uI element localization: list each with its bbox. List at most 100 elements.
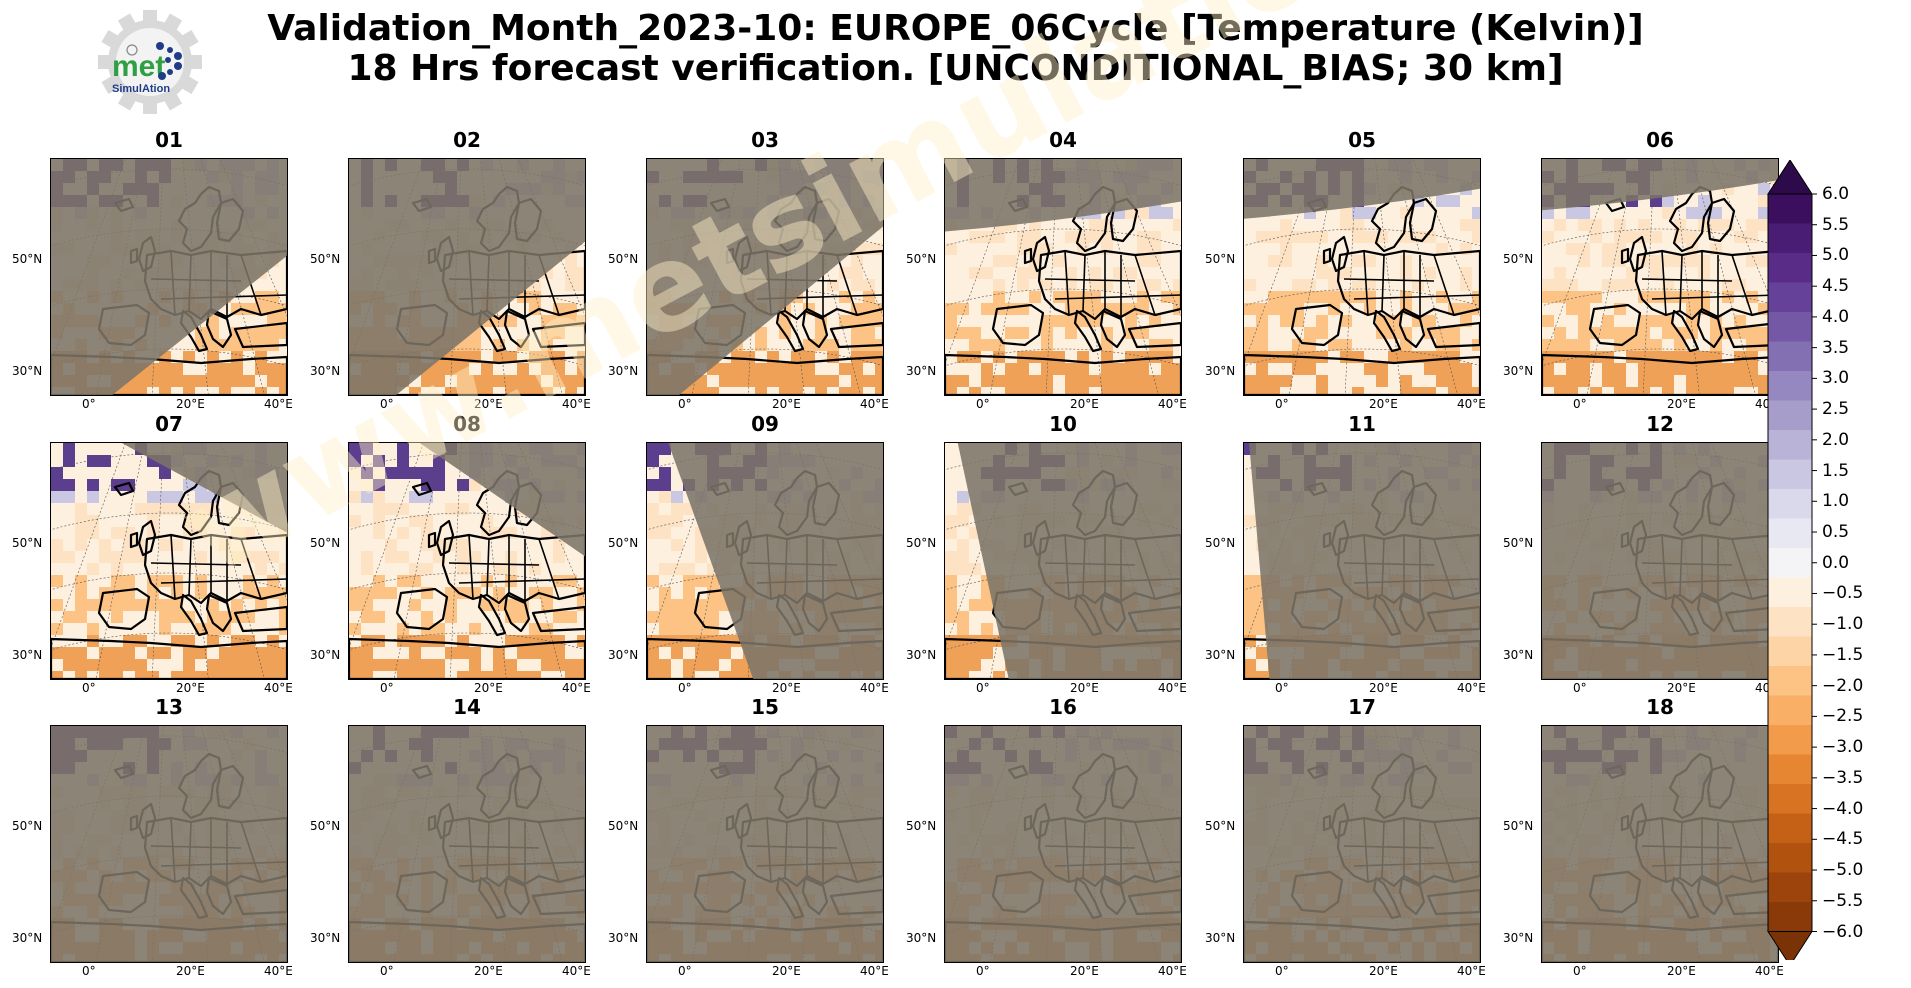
bias-cell xyxy=(457,539,469,551)
bias-cell xyxy=(123,515,135,527)
bias-cell xyxy=(267,279,279,291)
bias-cell xyxy=(945,255,957,267)
bias-cell xyxy=(1436,219,1448,231)
lon-tick-label: 0° xyxy=(976,681,990,695)
bias-cell xyxy=(517,551,529,563)
forecast-map-panel xyxy=(1541,442,1779,680)
bias-cell xyxy=(505,647,517,659)
bias-cell xyxy=(827,279,839,291)
bias-cell xyxy=(51,587,63,599)
bias-cell xyxy=(553,611,565,623)
bias-cell xyxy=(183,623,195,635)
bias-cell xyxy=(1089,375,1101,387)
bias-cell xyxy=(1734,255,1746,267)
bias-cell xyxy=(647,587,659,599)
bias-cell xyxy=(1065,363,1077,375)
bias-cell xyxy=(1542,315,1554,327)
bias-cell xyxy=(1674,255,1686,267)
bias-cell xyxy=(231,527,243,539)
bias-cell xyxy=(1065,375,1077,387)
coastline xyxy=(1031,235,1051,273)
forecast-map-panel xyxy=(944,442,1182,680)
bias-cell xyxy=(1602,387,1614,395)
bias-cell xyxy=(1364,267,1376,279)
bias-cell xyxy=(1554,363,1566,375)
bias-cell xyxy=(171,611,183,623)
bias-cell xyxy=(1746,351,1758,363)
bias-cell xyxy=(1256,243,1268,255)
bias-cell xyxy=(1089,231,1101,243)
coastline xyxy=(205,593,233,633)
out-of-window-mask xyxy=(1244,159,1480,219)
bias-cell xyxy=(51,455,63,467)
bias-cell xyxy=(231,387,243,395)
bias-cell xyxy=(707,387,719,395)
bias-cell xyxy=(1053,315,1065,327)
bias-cell xyxy=(875,291,883,303)
bias-cell xyxy=(957,231,969,243)
bias-cell xyxy=(1161,207,1173,219)
bias-cell xyxy=(361,635,373,647)
bias-cell xyxy=(135,671,147,679)
bias-cell xyxy=(1113,219,1125,231)
bias-cell xyxy=(445,527,457,539)
bias-cell xyxy=(63,599,75,611)
bias-cell xyxy=(1244,291,1256,303)
bias-cell xyxy=(505,375,517,387)
bias-cell xyxy=(647,515,659,527)
lon-tick-label: 40°E xyxy=(1158,681,1187,695)
bias-cell xyxy=(719,611,731,623)
bias-cell xyxy=(75,587,87,599)
bias-cell xyxy=(87,623,99,635)
bias-cell xyxy=(1650,327,1662,339)
bias-cell xyxy=(1662,363,1674,375)
bias-cell xyxy=(481,563,493,575)
bias-cell xyxy=(1566,303,1578,315)
bias-cell xyxy=(385,479,397,491)
bias-cell xyxy=(361,659,373,671)
bias-cell xyxy=(779,375,791,387)
lon-tick-label: 20°E xyxy=(176,681,205,695)
bias-cell xyxy=(1292,231,1304,243)
bias-cell xyxy=(385,455,397,467)
bias-cell xyxy=(683,647,695,659)
bias-cell xyxy=(195,551,207,563)
bias-cell xyxy=(1137,231,1149,243)
bias-cell xyxy=(565,563,577,575)
bias-cell xyxy=(945,659,957,671)
bias-cell xyxy=(1590,363,1602,375)
bias-cell xyxy=(505,635,517,647)
bias-cell xyxy=(815,279,827,291)
bias-cell xyxy=(1244,647,1256,659)
map-svg xyxy=(1542,443,1778,679)
bias-cell xyxy=(1472,255,1480,267)
bias-cell xyxy=(1698,387,1710,395)
bias-cell xyxy=(75,515,87,527)
bias-cell xyxy=(469,339,481,351)
bias-cell xyxy=(397,563,409,575)
bias-cell xyxy=(1746,327,1758,339)
bias-cell xyxy=(1376,207,1388,219)
bias-cell xyxy=(1698,267,1710,279)
forecast-map-panel xyxy=(646,442,884,680)
bias-cell xyxy=(1746,195,1758,207)
out-of-window-mask xyxy=(945,159,1181,232)
bias-cell xyxy=(719,387,731,395)
bias-cell xyxy=(1554,315,1566,327)
bias-cell xyxy=(863,255,875,267)
bias-cell xyxy=(457,563,469,575)
bias-cell xyxy=(457,671,469,679)
bias-cell xyxy=(1566,315,1578,327)
bias-cell xyxy=(1256,219,1268,231)
bias-cell xyxy=(1710,387,1722,395)
bias-cell xyxy=(51,575,63,587)
bias-cell xyxy=(267,291,279,303)
bias-cell xyxy=(147,611,159,623)
bias-cell xyxy=(945,443,957,455)
bias-cell xyxy=(385,443,397,455)
bias-cell xyxy=(1304,363,1316,375)
bias-cell xyxy=(267,387,279,395)
bias-cell xyxy=(147,387,159,395)
bias-cell xyxy=(1005,291,1017,303)
bias-cell xyxy=(529,375,541,387)
